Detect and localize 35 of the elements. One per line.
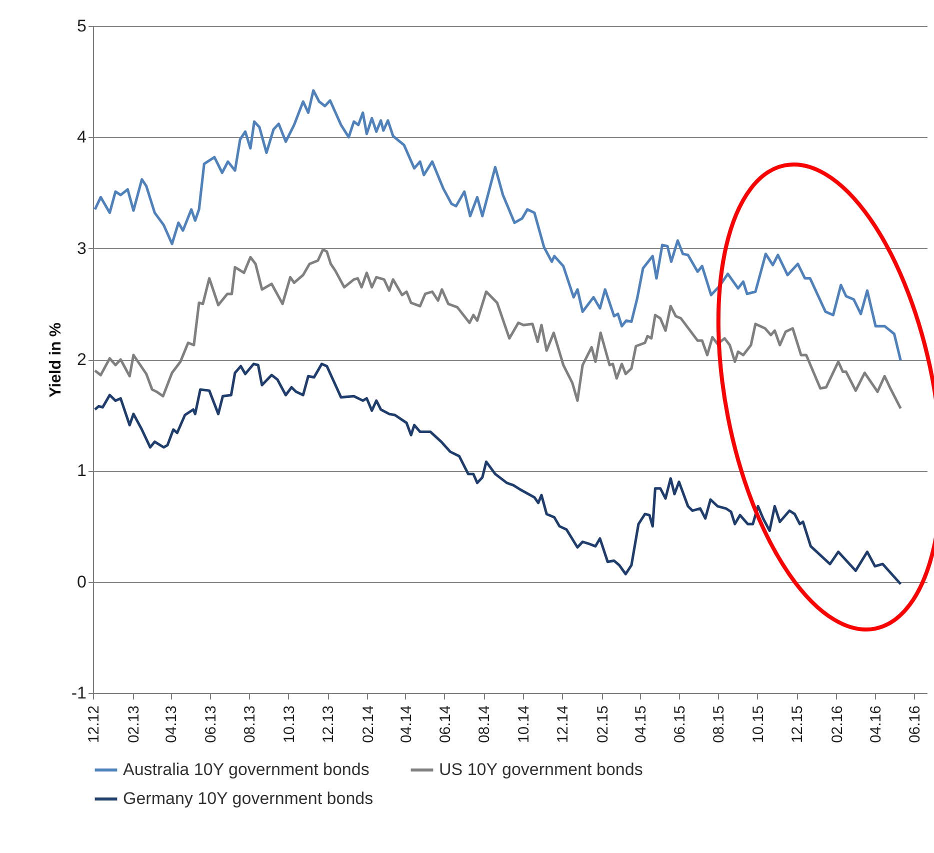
y-tick-label: 3 <box>77 238 86 258</box>
legend-label: US 10Y government bonds <box>439 760 643 779</box>
x-tick-label: 10.13 <box>280 706 298 744</box>
y-tick-label: 4 <box>77 128 86 147</box>
x-tick-label: 10.14 <box>515 706 532 744</box>
x-tick-label: 08.13 <box>242 706 259 744</box>
y-axis-title: Yield in % <box>47 322 64 398</box>
x-tick-label: 12.12 <box>86 706 102 744</box>
x-tick-label: 02.14 <box>360 706 377 744</box>
x-tick-label: 12.14 <box>554 706 572 744</box>
x-tick-label: 02.13 <box>125 706 142 744</box>
x-tick-label: 08.15 <box>710 706 728 744</box>
x-tick-label: 04.13 <box>163 706 180 744</box>
x-tick-label: 06.16 <box>906 706 924 744</box>
line-series <box>94 89 902 362</box>
line-series <box>94 362 902 586</box>
x-tick-label: 02.15 <box>594 706 612 744</box>
y-tick-label: 5 <box>77 16 86 36</box>
y-tick-label: 1 <box>77 461 86 480</box>
legend-label: Germany 10Y government bonds <box>123 789 374 808</box>
y-tick-label: 0 <box>77 572 86 592</box>
x-tick-label: 04.15 <box>632 706 650 744</box>
x-tick-label: 06.13 <box>202 706 220 744</box>
x-tick-label: 12.15 <box>789 706 806 744</box>
x-tick-label: 08.14 <box>476 706 494 744</box>
x-tick-label: 10.15 <box>750 706 767 744</box>
x-tick-label: 04.16 <box>867 706 884 744</box>
y-tick-label: -1 <box>71 684 86 702</box>
x-tick-label: 04.14 <box>398 706 415 744</box>
x-tick-label: 06.14 <box>436 706 454 744</box>
x-tick-label: 06.15 <box>671 706 688 744</box>
x-tick-label: 12.13 <box>320 706 338 744</box>
y-tick-label: 2 <box>77 350 86 369</box>
x-tick-label: 02.16 <box>828 706 846 744</box>
legend-label: Australia 10Y government bonds <box>123 760 370 779</box>
